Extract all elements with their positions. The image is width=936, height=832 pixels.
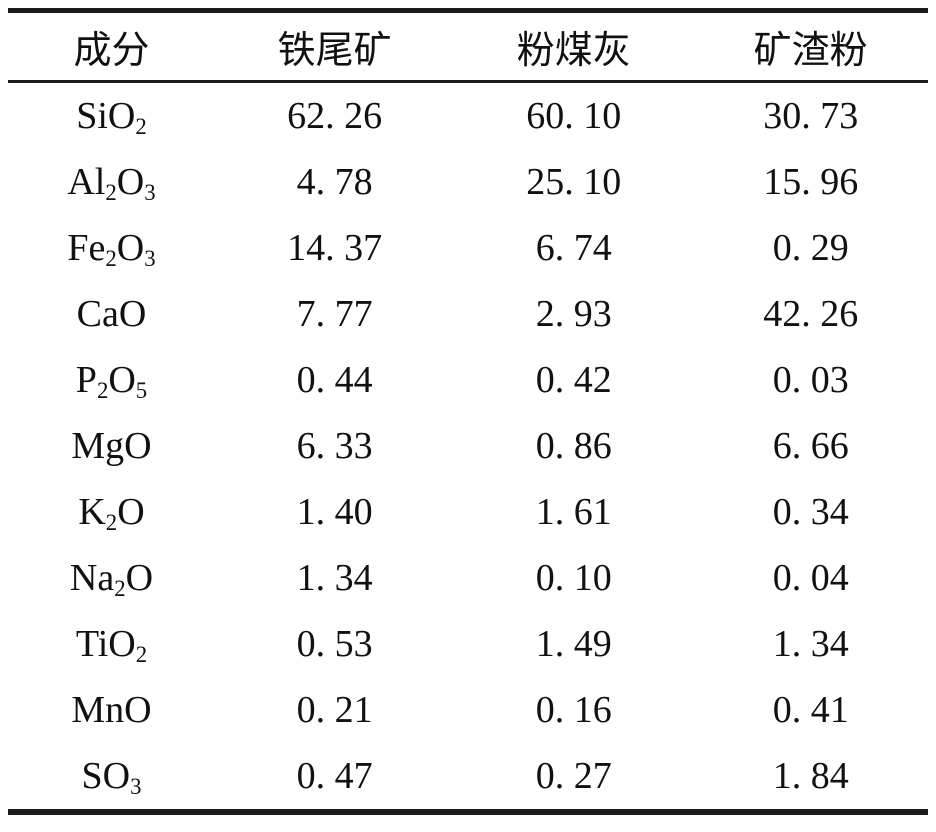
formula-text: MgO [71, 425, 152, 467]
formula-text: P [75, 359, 97, 401]
formula-text: O [108, 359, 136, 401]
value-cell-col-2: 0. 42 [535, 359, 612, 401]
formula-subscript: 3 [144, 245, 156, 271]
component-formula-cell: P2O5 [8, 347, 215, 413]
value-cell-col-2: 0. 86 [535, 425, 612, 467]
formula-text: O [125, 557, 154, 599]
component-formula-cell: Na2O [8, 545, 215, 611]
value-cell-col-1: 14. 37 [287, 227, 383, 269]
component-formula-cell: Al2O3 [8, 149, 215, 215]
formula-text: O [116, 227, 145, 269]
component-formula-cell: SiO2 [8, 82, 215, 150]
value-cell-col-1: 6. 33 [296, 425, 373, 467]
value-cell-col-1: 0. 44 [296, 359, 373, 401]
table-row: Al2O3 4. 78 25. 10 15. 96 [8, 149, 928, 215]
value-cell-col-2: 0. 16 [535, 689, 612, 731]
value-cell-col-3: 30. 73 [763, 95, 859, 137]
formula-text: TiO [75, 623, 136, 665]
component-formula-cell: CaO [8, 281, 215, 347]
table-row: SO3 0. 47 0. 27 1. 84 [8, 743, 928, 812]
formula-text: O [116, 161, 145, 203]
column-header-1: 铁尾矿 [277, 30, 392, 72]
column-header-3: 矿渣粉 [753, 30, 868, 72]
formula-subscript: 5 [135, 377, 148, 403]
formula-subscript: 2 [105, 509, 118, 535]
value-cell-col-3: 0. 34 [772, 491, 849, 533]
value-cell-col-3: 15. 96 [763, 161, 859, 203]
formula-text: Fe [67, 227, 106, 269]
formula-text: K [78, 491, 106, 533]
value-cell-col-1: 1. 34 [296, 557, 373, 599]
formula-subscript: 3 [130, 773, 142, 799]
table-row: Fe2O3 14. 37 6. 74 0. 29 [8, 215, 928, 281]
formula-subscript: 2 [135, 113, 147, 139]
value-cell-col-1: 1. 40 [296, 491, 373, 533]
value-cell-col-1: 4. 78 [296, 161, 373, 203]
component-formula-cell: MnO [8, 677, 215, 743]
value-cell-col-2: 0. 27 [535, 755, 612, 797]
formula-text: O [117, 491, 145, 533]
formula-text: Na [69, 557, 115, 599]
value-cell-col-3: 0. 04 [772, 557, 849, 599]
value-cell-col-3: 1. 34 [772, 623, 849, 665]
value-cell-col-3: 6. 66 [772, 425, 849, 467]
formula-text: CaO [76, 293, 147, 335]
formula-subscript: 2 [114, 575, 126, 601]
table-row: MgO 6. 33 0. 86 6. 66 [8, 413, 928, 479]
header-row: 成分 铁尾矿 粉煤灰 矿渣粉 [8, 11, 928, 82]
value-cell-col-3: 42. 26 [763, 293, 859, 335]
formula-subscript: 2 [96, 377, 109, 403]
table-row: MnO 0. 21 0. 16 0. 41 [8, 677, 928, 743]
value-cell-col-2: 0. 10 [535, 557, 612, 599]
component-formula-cell: K2O [8, 479, 215, 545]
formula-subscript: 2 [105, 179, 117, 205]
table-row: TiO2 0. 53 1. 49 1. 34 [8, 611, 928, 677]
table-row: CaO 7. 77 2. 93 42. 26 [8, 281, 928, 347]
formula-subscript: 2 [105, 245, 117, 271]
value-cell-col-2: 2. 93 [535, 293, 612, 335]
component-formula-cell: SO3 [8, 743, 215, 812]
component-formula-cell: TiO2 [8, 611, 215, 677]
formula-subscript: 3 [144, 179, 156, 205]
formula-text: MnO [71, 689, 152, 731]
value-cell-col-2: 1. 49 [535, 623, 612, 665]
value-cell-col-1: 0. 21 [296, 689, 373, 731]
page: 成分 铁尾矿 粉煤灰 矿渣粉 SiO2 62. 26 60. 10 30. 73 Al2O3 4… [8, 8, 928, 815]
value-cell-col-2: 1. 61 [535, 491, 612, 533]
value-cell-col-3: 1. 84 [772, 755, 849, 797]
value-cell-col-2: 25. 10 [526, 161, 622, 203]
component-formula-cell: Fe2O3 [8, 215, 215, 281]
table-row: SiO2 62. 26 60. 10 30. 73 [8, 82, 928, 150]
value-cell-col-3: 0. 41 [772, 689, 849, 731]
formula-text: SiO [76, 95, 136, 137]
composition-table: 成分 铁尾矿 粉煤灰 矿渣粉 SiO2 62. 26 60. 10 30. 73 Al2O3 4… [8, 8, 928, 815]
formula-text: SO [81, 755, 131, 797]
value-cell-col-1: 7. 77 [296, 293, 373, 335]
value-cell-col-3: 0. 03 [772, 359, 849, 401]
column-header-0: 成分 [73, 30, 150, 72]
table-body: SiO2 62. 26 60. 10 30. 73 Al2O3 4. 78 25. 10 15… [8, 82, 928, 813]
table-row: K2O 1. 40 1. 61 0. 34 [8, 479, 928, 545]
component-formula-cell: MgO [8, 413, 215, 479]
column-header-2: 粉煤灰 [516, 30, 631, 72]
table-head: 成分 铁尾矿 粉煤灰 矿渣粉 [8, 11, 928, 82]
value-cell-col-1: 62. 26 [287, 95, 383, 137]
formula-subscript: 2 [135, 641, 148, 667]
formula-text: Al [67, 161, 106, 203]
value-cell-col-1: 0. 47 [296, 755, 373, 797]
value-cell-col-1: 0. 53 [296, 623, 373, 665]
table-row: Na2O 1. 34 0. 10 0. 04 [8, 545, 928, 611]
table-row: P2O5 0. 44 0. 42 0. 03 [8, 347, 928, 413]
value-cell-col-3: 0. 29 [772, 227, 849, 269]
value-cell-col-2: 6. 74 [535, 227, 612, 269]
value-cell-col-2: 60. 10 [526, 95, 622, 137]
